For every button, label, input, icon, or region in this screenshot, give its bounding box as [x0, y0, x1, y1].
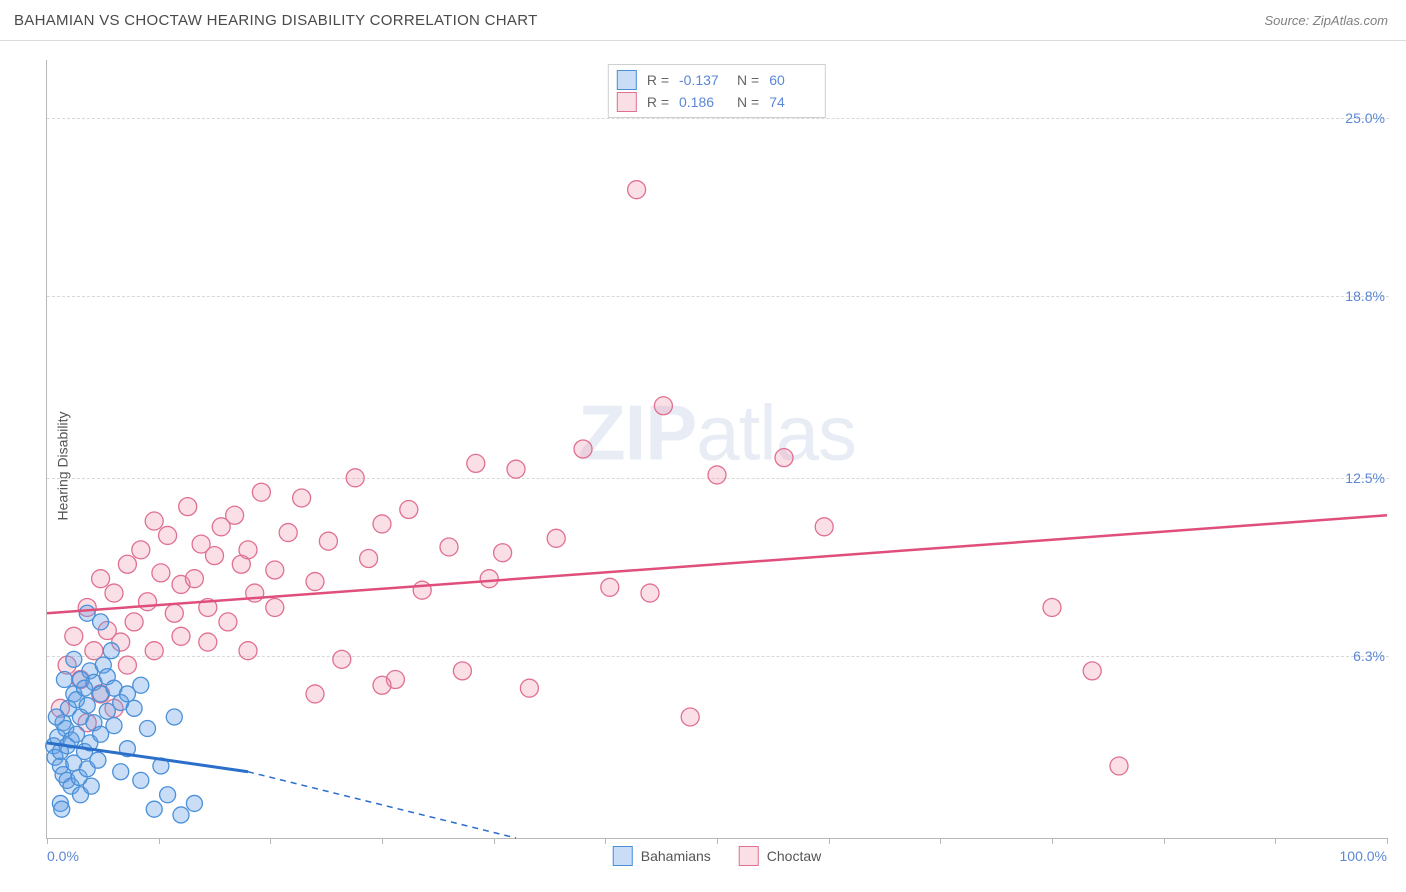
x-tick — [940, 838, 941, 844]
correlation-row-bahamians: R = -0.137 N = 60 — [617, 69, 817, 91]
correlation-legend: R = -0.137 N = 60 R = 0.186 N = 74 — [608, 64, 826, 118]
n-label: N = — [737, 69, 759, 91]
swatch-bahamians-icon — [617, 70, 637, 90]
swatch-choctaw-icon — [617, 92, 637, 112]
r-value-bahamians: -0.137 — [679, 69, 727, 91]
x-tick — [717, 838, 718, 844]
x-tick — [1164, 838, 1165, 844]
scatter-svg — [47, 60, 1387, 838]
legend-label-choctaw: Choctaw — [767, 848, 821, 864]
chart-title: BAHAMIAN VS CHOCTAW HEARING DISABILITY C… — [14, 12, 538, 29]
r-value-choctaw: 0.186 — [679, 91, 727, 113]
x-tick — [270, 838, 271, 844]
plot-region: ZIPatlas R = -0.137 N = 60 R = 0.186 N =… — [46, 60, 1387, 839]
source-attribution: Source: ZipAtlas.com — [1264, 13, 1388, 28]
legend-item-choctaw: Choctaw — [739, 846, 821, 866]
x-tick — [494, 838, 495, 844]
x-tick — [829, 838, 830, 844]
swatch-bahamians-icon — [613, 846, 633, 866]
x-tick — [1052, 838, 1053, 844]
chart-header: BAHAMIAN VS CHOCTAW HEARING DISABILITY C… — [0, 0, 1406, 41]
x-tick — [1387, 838, 1388, 844]
n-value-bahamians: 60 — [769, 69, 817, 91]
series-legend: Bahamians Choctaw — [613, 846, 822, 866]
legend-label-bahamians: Bahamians — [641, 848, 711, 864]
chart-area: Hearing Disability ZIPatlas R = -0.137 N… — [0, 40, 1406, 892]
x-tick — [47, 838, 48, 844]
x-tick — [382, 838, 383, 844]
x-axis-min-label: 0.0% — [47, 848, 79, 864]
x-tick — [159, 838, 160, 844]
n-label: N = — [737, 91, 759, 113]
r-label: R = — [647, 91, 669, 113]
legend-item-bahamians: Bahamians — [613, 846, 711, 866]
swatch-choctaw-icon — [739, 846, 759, 866]
r-label: R = — [647, 69, 669, 91]
x-tick — [605, 838, 606, 844]
x-tick — [1275, 838, 1276, 844]
x-axis-max-label: 100.0% — [1340, 848, 1387, 864]
correlation-row-choctaw: R = 0.186 N = 74 — [617, 91, 817, 113]
n-value-choctaw: 74 — [769, 91, 817, 113]
